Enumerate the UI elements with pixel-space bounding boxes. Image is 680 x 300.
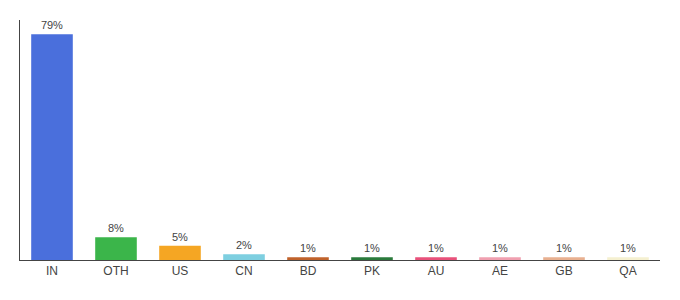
svg-text:8%: 8% <box>108 222 124 234</box>
svg-text:2%: 2% <box>236 239 252 251</box>
svg-text:1%: 1% <box>492 242 508 254</box>
svg-text:1%: 1% <box>428 242 444 254</box>
svg-text:79%: 79% <box>41 19 63 31</box>
svg-text:AU: AU <box>428 264 445 278</box>
svg-text:1%: 1% <box>620 242 636 254</box>
svg-text:1%: 1% <box>364 242 380 254</box>
svg-text:QA: QA <box>619 264 636 278</box>
svg-text:1%: 1% <box>300 242 316 254</box>
svg-text:PK: PK <box>364 264 380 278</box>
svg-text:1%: 1% <box>556 242 572 254</box>
svg-text:AE: AE <box>492 264 508 278</box>
svg-text:IN: IN <box>46 264 58 278</box>
svg-text:OTH: OTH <box>103 264 128 278</box>
svg-text:BD: BD <box>300 264 317 278</box>
svg-text:CN: CN <box>235 264 252 278</box>
svg-text:US: US <box>172 264 189 278</box>
svg-text:5%: 5% <box>172 231 188 243</box>
svg-text:GB: GB <box>555 264 572 278</box>
